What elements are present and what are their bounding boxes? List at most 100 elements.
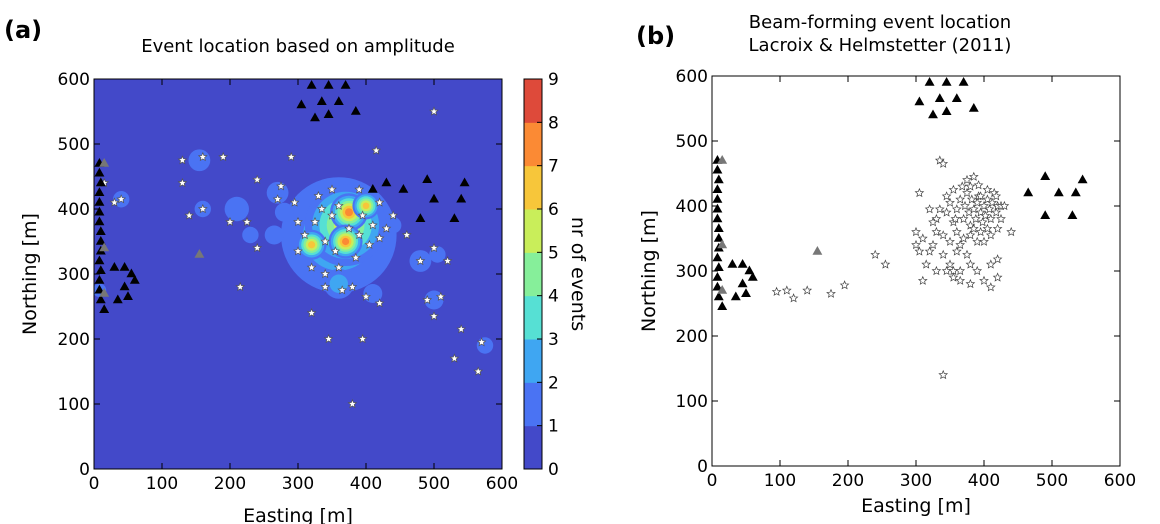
colorbar-tick-label: 4 [548,287,559,307]
event-star-marker [306,262,317,272]
station-triangle-marker [95,265,106,275]
event-star-marker [931,226,942,237]
y-tick-label: 500 [58,135,90,155]
colorbar-segment [524,79,542,123]
event-star-marker [975,191,986,201]
station-triangle-marker [94,216,105,226]
station-triangle-marker [712,252,723,262]
density-contour [274,202,294,222]
station-triangle-marker [429,193,439,203]
event-star-marker [337,285,348,295]
event-star-marker [449,353,460,363]
event-star-marker [333,262,344,272]
station-triangle-marker [109,262,120,271]
event-star-marker [941,265,952,276]
station-triangle-marker [333,96,344,106]
event-star-marker [781,285,792,295]
station-triangle-marker [730,291,741,301]
event-star-marker [327,210,337,220]
station-triangle-marker [367,184,378,193]
event-star-marker [473,366,484,376]
x-tick-label: 500 [418,474,450,494]
event-star-marker [880,259,891,269]
event-star-marker [965,278,976,289]
event-star-marker [826,288,836,298]
event-star-marker [1006,226,1017,237]
panel-b-label: (b) [636,22,675,50]
station-triangle-marker [94,206,105,216]
event-star-marker [945,236,955,246]
event-star-marker [985,230,996,240]
event-star-marker [323,333,334,344]
panel-a-ylabel: Northing [m] [19,213,41,335]
density-contour [345,208,353,217]
station-triangle-marker [95,226,106,236]
event-star-marker [948,184,959,194]
station-triangle-marker [415,213,426,223]
event-star-marker [984,204,995,214]
station-triangle-marker [94,255,105,265]
event-star-marker [982,194,993,204]
station-triangle-marker [727,259,738,268]
event-star-marker [177,177,188,188]
density-contour [308,241,316,249]
panel-b-plot-area [712,77,1088,380]
event-star-marker [456,324,467,334]
event-star-marker [980,210,991,220]
x-tick-label: 100 [146,474,178,494]
event-star-marker [948,265,959,276]
colorbar-segment [524,382,542,427]
event-star-marker [401,229,412,240]
colorbar-segment [524,165,542,210]
colorbar-label: nr of events [567,217,589,331]
event-star-marker [235,281,246,292]
event-star-marker [965,181,976,191]
event-star-marker [979,236,989,246]
station-triangle-marker [94,197,105,206]
event-star-marker [422,294,433,305]
station-triangle-marker [968,103,979,112]
event-star-marker [965,230,976,240]
event-star-marker [911,226,921,237]
event-star-marker [999,200,1010,211]
station-triangle-marker [310,112,320,122]
colorbar-segment [524,252,542,297]
x-tick-label: 500 [1036,471,1068,491]
event-star-marker [347,281,358,292]
station-triangle-gray-marker [194,249,205,258]
station-triangle-marker [1070,187,1081,197]
station-triangle-marker [340,80,351,89]
event-star-marker [924,204,935,214]
station-triangle-marker [934,93,945,103]
y-tick-label: 600 [676,67,708,87]
station-triangle-marker [713,262,724,272]
event-star-marker [958,213,969,224]
event-star-marker [957,181,968,191]
station-triangle-marker [95,177,106,187]
event-star-marker [928,239,938,250]
event-star-marker [991,207,1002,217]
event-star-marker [921,259,932,269]
event-star-marker [985,213,996,224]
y-tick-label: 0 [79,460,90,480]
density-contour [224,196,249,222]
event-star-marker [945,259,955,269]
station-triangle-marker [941,106,952,116]
y-tick-label: 400 [58,200,90,220]
panel-b-frame [711,75,1121,467]
event-star-marker [374,233,385,243]
event-star-marker [992,223,1003,233]
event-star-marker [962,187,972,198]
event-star-marker [197,151,208,162]
station-triangle-marker [712,281,723,291]
event-star-marker [968,204,979,214]
event-star-marker [435,291,446,301]
station-triangle-marker [951,93,962,103]
event-star-marker [914,187,925,198]
station-triangle-marker [741,288,751,298]
station-triangle-gray-marker [812,246,823,255]
colorbar-segment [524,295,542,340]
panel-a-title: Event location based on amplitude [141,36,455,57]
station-triangle-marker [712,213,723,223]
event-star-marker [313,190,324,201]
